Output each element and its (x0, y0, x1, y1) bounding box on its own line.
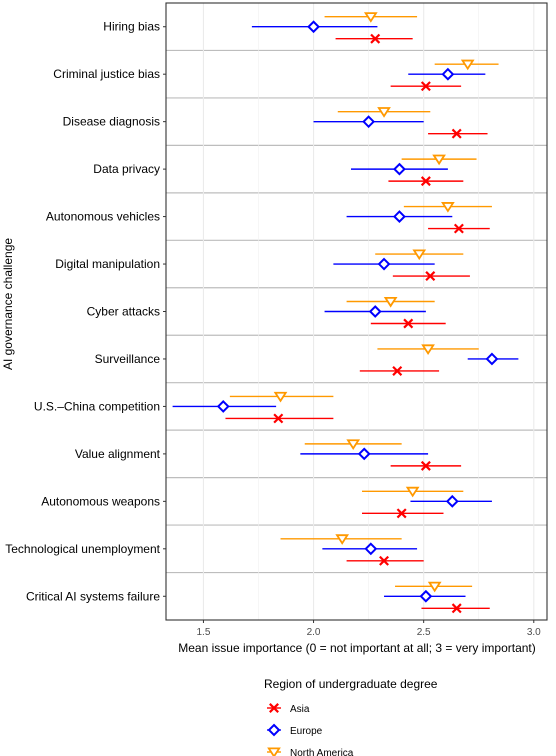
point-asia (370, 33, 381, 44)
y-tick-label: Autonomous weapons (41, 494, 160, 508)
x-tick-label: 3.0 (527, 627, 541, 638)
point-europe (419, 589, 433, 603)
point-north-america (363, 12, 378, 23)
data-marks (172, 12, 519, 614)
point-asia (420, 460, 431, 471)
y-tick-label: Technological unemployment (5, 542, 160, 556)
series-asia (225, 33, 490, 614)
legend-key-north-america (267, 747, 281, 756)
x-tick-labels: 1.5 2.0 2.5 3.0 (196, 620, 541, 638)
point-north-america (405, 486, 420, 498)
x-axis-title: Mean issue importance (0 = not important… (178, 641, 536, 655)
y-tick-label: Surveillance (95, 352, 161, 366)
x-tick-label: 2.0 (307, 627, 321, 638)
category-grid (166, 49, 547, 574)
point-north-america (273, 391, 288, 403)
legend: Region of undergraduate degree Asia Europ… (264, 677, 438, 756)
series-europe (172, 20, 519, 603)
legend-item-north-america: North America (267, 747, 354, 756)
point-north-america (346, 439, 361, 450)
y-tick-label: Cyber attacks (87, 305, 160, 319)
point-asia (425, 271, 436, 282)
point-north-america (377, 107, 391, 118)
legend-item-asia: Asia (267, 703, 310, 715)
point-europe (377, 257, 391, 271)
point-europe (485, 352, 499, 366)
point-europe (216, 400, 230, 413)
point-asia (453, 223, 464, 234)
point-europe (445, 494, 459, 508)
y-tick-label: Data privacy (93, 162, 160, 176)
y-tick-labels: Hiring bias Criminal justice bias Disease … (5, 20, 166, 603)
x-gridlines (202, 3, 535, 620)
point-asia (403, 318, 414, 329)
legend-title: Region of undergraduate degree (264, 677, 438, 691)
legend-label: Asia (290, 704, 310, 715)
legend-key-asia (269, 703, 279, 713)
point-europe (393, 162, 406, 176)
y-tick-label: Value alignment (75, 447, 161, 461)
y-tick-label: Autonomous vehicles (46, 210, 160, 224)
point-asia (451, 128, 462, 139)
point-asia (273, 413, 284, 424)
y-tick-label: Disease diagnosis (63, 115, 160, 129)
legend-key-europe (267, 723, 281, 737)
legend-items: Asia Europe North America (267, 703, 354, 756)
point-north-america (460, 59, 475, 71)
point-north-america (412, 249, 427, 261)
point-north-america (441, 202, 455, 213)
point-asia (420, 176, 431, 187)
point-north-america (335, 534, 350, 545)
point-europe (357, 447, 371, 461)
y-tick-label: U.S.–China competition (34, 399, 160, 413)
x-tick-label: 1.5 (196, 627, 210, 638)
y-tick-label: Hiring bias (103, 20, 160, 34)
point-europe (441, 67, 455, 81)
point-asia (396, 508, 407, 519)
point-europe (393, 210, 406, 223)
point-europe (362, 115, 376, 129)
y-tick-label: Critical AI systems failure (26, 589, 160, 603)
legend-label: Europe (290, 726, 323, 737)
point-north-america (427, 581, 442, 593)
point-europe (307, 20, 320, 34)
point-asia (392, 365, 403, 376)
y-tick-label: Digital manipulation (55, 257, 160, 271)
point-north-america (432, 154, 446, 166)
point-asia (451, 603, 462, 614)
legend-item-europe: Europe (267, 723, 323, 737)
point-asia (379, 555, 390, 566)
point-europe (368, 305, 382, 318)
point-europe (364, 542, 378, 556)
y-tick-label: Criminal justice bias (53, 67, 160, 81)
point-north-america (383, 296, 398, 308)
series-north-america (229, 12, 499, 593)
y-axis-title: AI governance challenge (1, 238, 15, 370)
x-tick-label: 2.5 (417, 627, 431, 638)
point-asia (420, 81, 431, 92)
legend-label: North America (290, 748, 354, 756)
point-north-america (421, 344, 435, 356)
